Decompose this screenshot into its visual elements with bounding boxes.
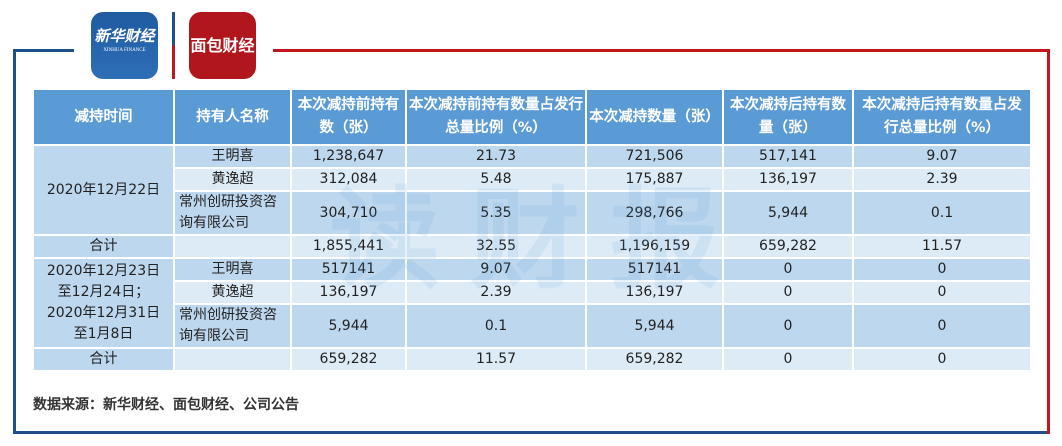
value-cell: 5.48 xyxy=(405,167,587,192)
value-cell: 0 xyxy=(852,280,1032,305)
table-row: 黄逸超 312,084 5.48 175,887 136,197 2.39 xyxy=(33,167,1032,192)
total-cell: 11.57 xyxy=(405,347,587,372)
period-cell: 2020年12月22日 xyxy=(32,144,175,236)
header-cell: 本次减持后持有数量占发行总量比例（%） xyxy=(852,88,1032,146)
reduction-table: 减持时间 持有人名称 本次减持前持有数（张） 本次减持前持有数量占发行总量比例（… xyxy=(32,88,1032,372)
table-row: 黄逸超 136,197 2.39 136,197 0 0 xyxy=(33,280,1032,305)
logo-divider xyxy=(172,12,175,79)
period-cell: 2020年12月23日至12月24日；2020年12月31日至1月8日 xyxy=(32,257,175,349)
frame-top-left xyxy=(13,49,74,52)
value-cell: 0 xyxy=(852,257,1032,282)
holder-name-cell: 王明喜 xyxy=(173,257,292,282)
logo-text: 新华财经 xyxy=(94,26,155,45)
value-cell: 0 xyxy=(722,257,854,282)
value-cell: 136,197 xyxy=(722,167,854,192)
value-cell: 21.73 xyxy=(405,144,587,169)
table-row: 常州创研投资咨询有限公司 304,710 5.35 298,766 5,944 0.1 xyxy=(33,190,1032,236)
total-cell: 659,282 xyxy=(585,347,724,372)
total-row: 合计 1,855,441 32.55 1,196,159 659,282 11.57 xyxy=(32,234,1032,259)
value-cell: 304,710 xyxy=(290,190,407,236)
header-cell: 减持时间 xyxy=(32,88,175,146)
value-cell: 1,238,647 xyxy=(290,144,407,169)
value-cell: 9.07 xyxy=(852,144,1032,169)
value-cell: 136,197 xyxy=(290,280,407,305)
holder-name-cell: 黄逸超 xyxy=(173,280,292,305)
table-row: 2020年12月23日至12月24日；2020年12月31日至1月8日 王明喜 51… xyxy=(32,257,1032,349)
header-cell: 本次减持前持有数（张） xyxy=(290,88,407,146)
logo-text: 面包财经 xyxy=(190,36,255,55)
xinhua-finance-logo: 新华财经 XINHUA FINANCE xyxy=(91,12,158,79)
total-cell: 32.55 xyxy=(405,234,587,259)
frame-top-right xyxy=(273,49,1050,52)
value-cell: 517141 xyxy=(585,257,724,282)
value-cell: 0.1 xyxy=(852,190,1032,236)
value-cell: 312,084 xyxy=(290,167,407,192)
header-cell: 持有人名称 xyxy=(173,88,292,146)
total-cell: 1,196,159 xyxy=(585,234,724,259)
holder-name-cell: 常州创研投资咨询有限公司 xyxy=(173,190,292,236)
value-cell: 175,887 xyxy=(585,167,724,192)
header-cell: 本次减持后持有数量（张） xyxy=(722,88,854,146)
header-row: 减持时间 持有人名称 本次减持前持有数（张） 本次减持前持有数量占发行总量比例（… xyxy=(32,88,1032,146)
total-cell xyxy=(173,234,292,259)
total-cell xyxy=(173,347,292,372)
frame-right xyxy=(1047,49,1050,434)
value-cell: 2.39 xyxy=(852,167,1032,192)
total-cell: 659,282 xyxy=(290,347,407,372)
value-cell: 136,197 xyxy=(585,280,724,305)
header-cell: 本次减持前持有数量占发行总量比例（%） xyxy=(405,88,587,146)
value-cell: 9.07 xyxy=(405,257,587,282)
value-cell: 5.35 xyxy=(405,190,587,236)
mianbao-finance-logo: 面包财经 xyxy=(189,12,256,79)
value-cell: 298,766 xyxy=(585,190,724,236)
value-cell: 5,944 xyxy=(585,303,724,349)
value-cell: 721,506 xyxy=(585,144,724,169)
holder-name-cell: 常州创研投资咨询有限公司 xyxy=(173,303,292,349)
value-cell: 2.39 xyxy=(405,280,587,305)
value-cell: 5,944 xyxy=(290,303,407,349)
holder-name-cell: 王明喜 xyxy=(173,144,292,169)
value-cell: 5,944 xyxy=(722,190,854,236)
total-cell: 1,855,441 xyxy=(290,234,407,259)
logo-subtext: XINHUA FINANCE xyxy=(103,47,146,53)
total-label: 合计 xyxy=(32,234,175,259)
value-cell: 0 xyxy=(852,303,1032,349)
total-label: 合计 xyxy=(32,347,175,372)
value-cell: 517141 xyxy=(290,257,407,282)
total-cell: 0 xyxy=(852,347,1032,372)
table-row: 常州创研投资咨询有限公司 5,944 0.1 5,944 0 0 xyxy=(33,303,1032,349)
frame-bottom xyxy=(13,431,1050,434)
source-note: 数据来源：新华财经、面包财经、公司公告 xyxy=(33,397,299,413)
value-cell: 0 xyxy=(722,280,854,305)
total-cell: 11.57 xyxy=(852,234,1032,259)
total-row: 合计 659,282 11.57 659,282 0 0 xyxy=(32,347,1032,372)
header-cell: 本次减持数量（张） xyxy=(585,88,724,146)
frame-left xyxy=(13,49,16,434)
value-cell: 0 xyxy=(722,303,854,349)
value-cell: 517,141 xyxy=(722,144,854,169)
holder-name-cell: 黄逸超 xyxy=(173,167,292,192)
total-cell: 659,282 xyxy=(722,234,854,259)
value-cell: 0.1 xyxy=(405,303,587,349)
table-row: 2020年12月22日 王明喜 1,238,647 21.73 721,506 517,1… xyxy=(32,144,1032,236)
total-cell: 0 xyxy=(722,347,854,372)
